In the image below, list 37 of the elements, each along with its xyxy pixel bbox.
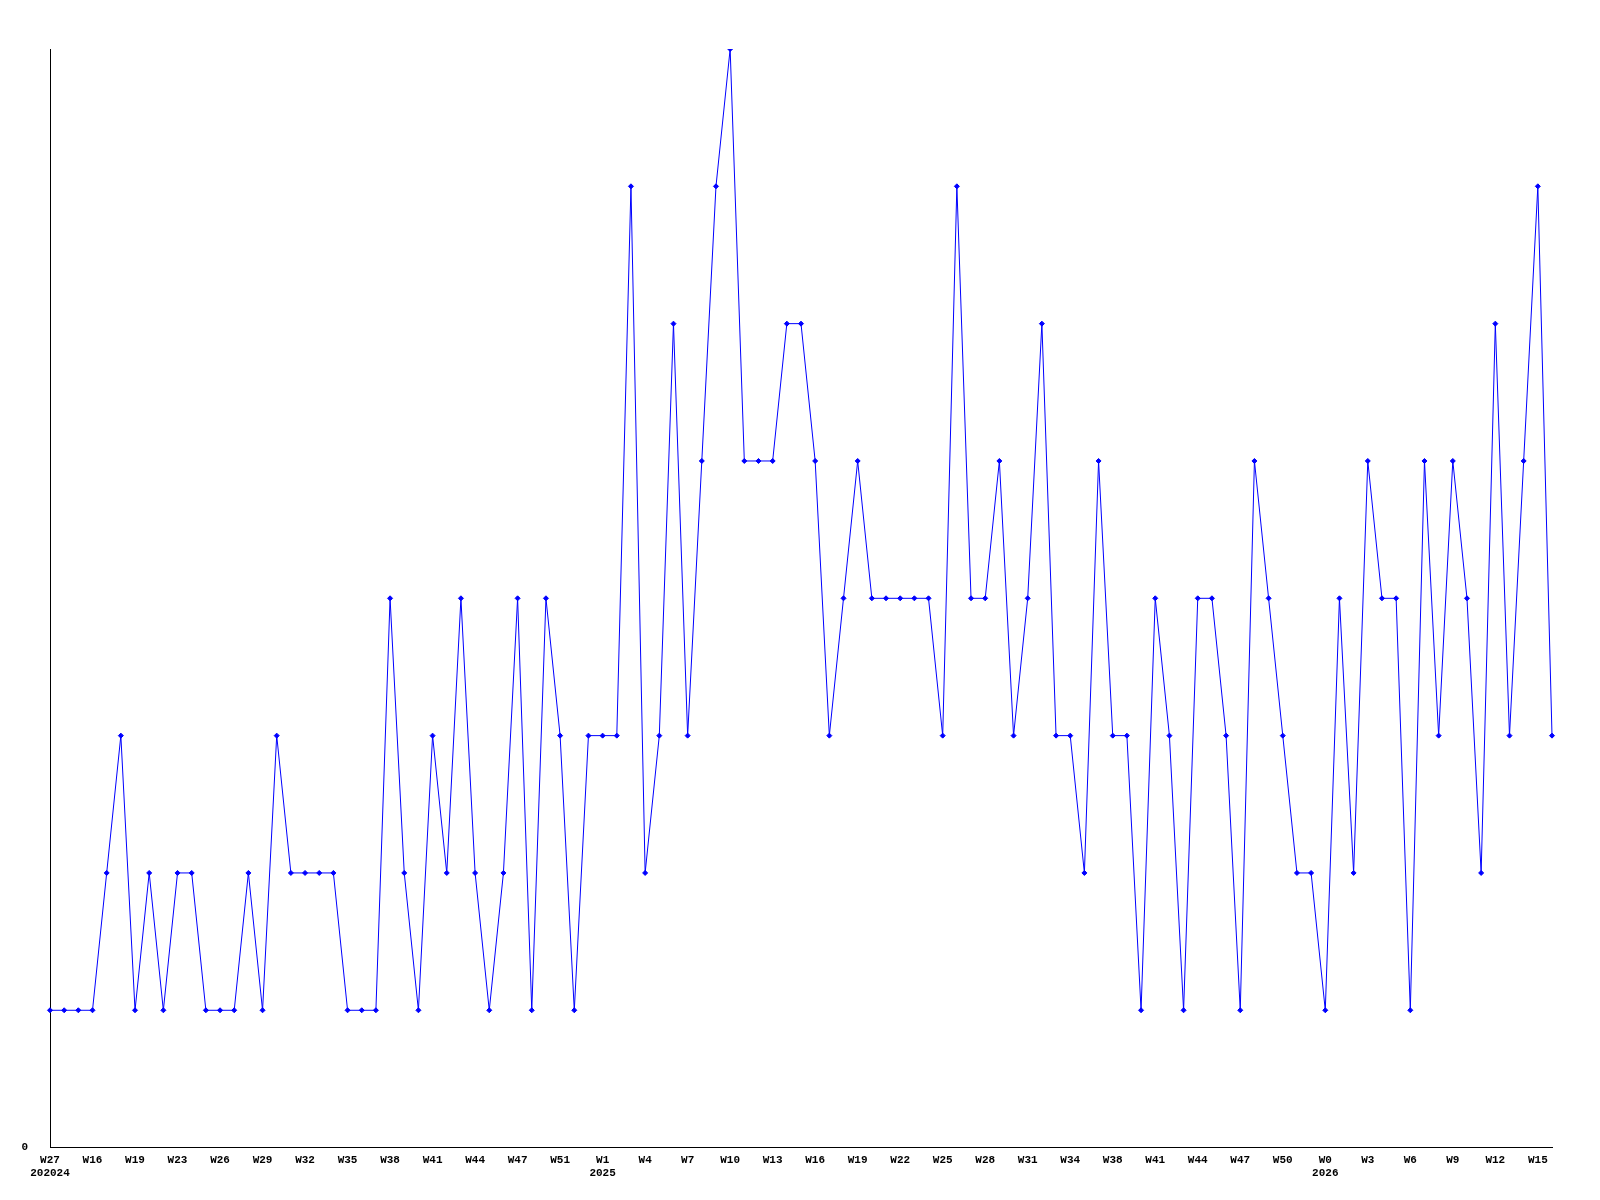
x-tick-label: W16 xyxy=(82,1153,103,1166)
x-tick-label: W41 xyxy=(1145,1153,1166,1166)
x-tick-label: W9 xyxy=(1446,1153,1460,1166)
x-tick-label: W13 xyxy=(762,1153,783,1166)
x-tick-label: W51 xyxy=(550,1153,571,1166)
x-tick-label: W0 2026 xyxy=(1312,1153,1339,1180)
x-tick-label: W31 xyxy=(1017,1153,1039,1166)
x-tick-label: W47 xyxy=(1230,1153,1251,1166)
x-tick-label: W23 xyxy=(167,1153,188,1166)
x-tick-label: W10 xyxy=(720,1153,741,1166)
x-tick-label: W15 xyxy=(1527,1153,1549,1166)
x-tick-label: W38 xyxy=(380,1153,401,1166)
x-tick-label: W7 xyxy=(681,1153,695,1166)
x-tick-label: W1 2025 xyxy=(589,1153,617,1180)
x-tick-label: W44 xyxy=(465,1153,486,1166)
x-tick-label: W4 xyxy=(638,1153,653,1166)
x-tick-label: W19 xyxy=(847,1153,868,1166)
x-tick-label: W50 xyxy=(1272,1153,1293,1166)
x-tick-label: W19 xyxy=(125,1153,145,1166)
x-tick-label: W6 xyxy=(1403,1153,1417,1166)
x-tick-label: W41 xyxy=(422,1153,443,1166)
x-tick-label: W25 xyxy=(932,1153,953,1166)
x-tick-label: W26 xyxy=(210,1153,230,1166)
x-tick-label: W12 xyxy=(1485,1153,1506,1166)
x-tick-label: W47 xyxy=(507,1153,528,1166)
x-tick-label: W16 xyxy=(805,1153,826,1166)
x-tick-label: W28 xyxy=(975,1153,996,1166)
x-tick-label: W35 xyxy=(337,1153,358,1166)
text: 0 xyxy=(21,1141,28,1154)
x-tick-label: W22 xyxy=(890,1153,911,1166)
x-tick-label: W29 xyxy=(252,1153,273,1166)
x-tick-label: W32 xyxy=(295,1153,315,1166)
x-tick-label: W3 xyxy=(1361,1153,1375,1166)
x-tick-label: W27 202024 xyxy=(30,1153,71,1180)
x-tick-label: W44 xyxy=(1187,1153,1209,1166)
x-tick-label: W38 xyxy=(1102,1153,1124,1166)
x-tick-label: W34 xyxy=(1060,1153,1081,1166)
